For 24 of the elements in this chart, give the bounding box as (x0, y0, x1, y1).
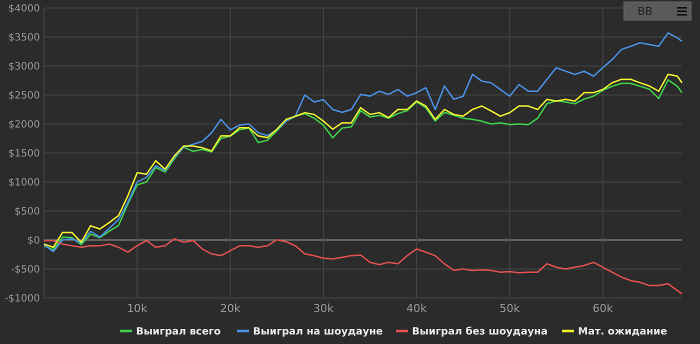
legend-label: Выиграл всего (136, 326, 221, 338)
y-tick-label: $2000 (8, 120, 40, 130)
y-tick-label: $1000 (8, 178, 40, 188)
y-tick-label: $0 (27, 236, 40, 246)
y-tick-label: $3000 (8, 62, 40, 72)
x-tick-label: 20k (220, 302, 242, 315)
x-tick-label: 40k (406, 302, 428, 315)
annotation: BB (637, 4, 653, 18)
x-tick-label: 30k (313, 302, 334, 315)
legend-label: Мат. ожидание (578, 326, 668, 338)
x-tick-label: 10k (126, 302, 148, 315)
y-tick-label: -$1000 (4, 294, 40, 304)
y-tick-label: $2500 (8, 90, 40, 102)
line-series (43, 238, 683, 295)
y-tick-label: $3500 (8, 32, 40, 44)
y-tick-label: $4000 (8, 4, 40, 14)
y-tick-label: $500 (14, 206, 40, 218)
legend-label: Выиграл без шоудауна (412, 326, 548, 338)
legend-label: Выиграл на шоудауне (253, 326, 384, 338)
x-tick-label: 50k (500, 302, 521, 315)
y-tick-label: $1500 (8, 148, 40, 160)
x-tick-label: 60k (592, 302, 614, 315)
line-series (43, 32, 683, 252)
y-tick-label: -$500 (10, 264, 40, 276)
